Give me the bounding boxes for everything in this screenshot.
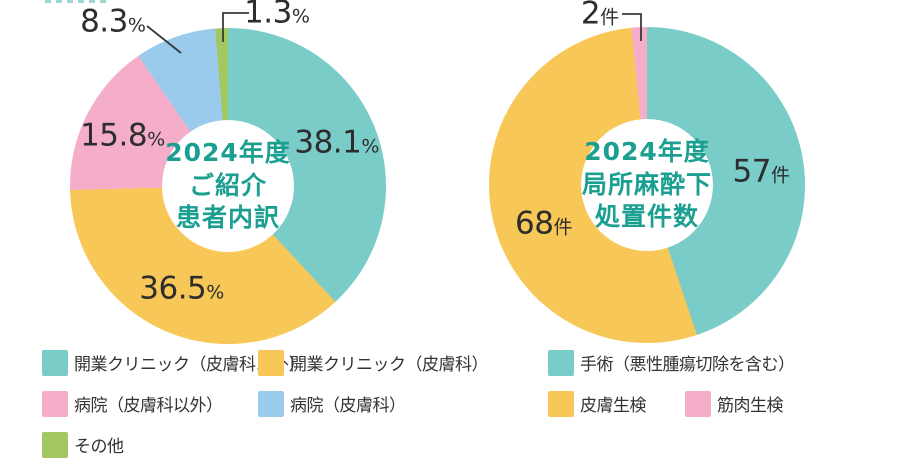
chart-title-line: 処置件数 bbox=[594, 202, 699, 232]
segment-unit: 件 bbox=[553, 216, 573, 239]
segment-value: 68 bbox=[515, 205, 554, 242]
segment-value-label: 36.5% bbox=[139, 273, 224, 304]
segment-value: 36.5 bbox=[139, 270, 207, 307]
legend-swatch bbox=[42, 431, 68, 458]
legend-swatch bbox=[258, 349, 284, 376]
chart-title-procedures: 2024年度 局所麻酔下 処置件数 bbox=[582, 136, 712, 234]
segment-value-label: 57件 bbox=[733, 156, 790, 187]
legend-item: 皮膚生検 bbox=[548, 383, 685, 424]
segment-value-label: 1.3% bbox=[244, 0, 310, 29]
chart-title-line: 局所麻酔下 bbox=[581, 169, 712, 199]
chart-title-line: ご紹介 bbox=[188, 170, 267, 200]
legend-swatch bbox=[548, 349, 574, 376]
legend-swatch bbox=[548, 390, 574, 417]
legend-item: 筋肉生検 bbox=[685, 383, 822, 424]
segment-unit: 件 bbox=[771, 164, 791, 187]
legend-swatch bbox=[42, 390, 68, 417]
segment-unit: % bbox=[206, 281, 225, 304]
segment-value: 2 bbox=[580, 0, 601, 32]
legend-label: 病院（皮膚科以外） bbox=[74, 396, 223, 416]
legend-swatch bbox=[42, 349, 68, 376]
segment-unit: % bbox=[127, 14, 146, 37]
legend-swatch bbox=[258, 390, 284, 417]
legend-item: 開業クリニック（皮膚科） bbox=[258, 342, 489, 383]
segment-unit: % bbox=[291, 5, 310, 28]
donut-center-referral: 2024年度 ご紹介 患者内訳 bbox=[162, 120, 294, 252]
legend-referral: 開業クリニック（皮膚科以外） 開業クリニック（皮膚科） 病院（皮膚科以外） 病院（皮膚… bbox=[42, 342, 489, 462]
legend-label: 開業クリニック（皮膚科以外） bbox=[74, 355, 306, 375]
legend-item: 手術（悪性腫瘍切除を含む） bbox=[548, 342, 795, 383]
legend-item: 病院（皮膚科以外） bbox=[42, 383, 258, 424]
legend-label: 筋肉生検 bbox=[717, 396, 784, 416]
segment-value: 57 bbox=[732, 153, 772, 190]
chart-title-referral: 2024年度 ご紹介 患者内訳 bbox=[165, 137, 291, 235]
segment-value: 15.8 bbox=[80, 117, 148, 154]
chart-title-line: 2024年度 bbox=[165, 138, 291, 168]
legend-label: 病院（皮膚科） bbox=[290, 396, 406, 416]
legend-item: その他 bbox=[42, 424, 258, 462]
donut-center-procedures: 2024年度 局所麻酔下 処置件数 bbox=[581, 119, 713, 251]
segment-value: 38.1 bbox=[294, 124, 362, 161]
segment-value-label: 15.8% bbox=[80, 117, 166, 154]
legend-item: 病院（皮膚科） bbox=[258, 383, 474, 424]
cropped-text-fragment bbox=[45, 0, 111, 3]
legend-swatch bbox=[685, 390, 711, 417]
chart-title-line: 患者内訳 bbox=[175, 203, 280, 233]
segment-value: 1.3 bbox=[244, 0, 292, 31]
legend-label: 皮膚生検 bbox=[580, 396, 647, 416]
legend-procedures: 手術（悪性腫瘍切除を含む） 皮膚生検 筋肉生検 bbox=[548, 342, 822, 424]
legend-label: その他 bbox=[74, 437, 124, 457]
legend-label: 手術（悪性腫瘍切除を含む） bbox=[580, 355, 795, 375]
chart-title-line: 2024年度 bbox=[584, 137, 710, 167]
segment-value: 8.3 bbox=[80, 3, 128, 40]
legend-item: 開業クリニック（皮膚科以外） bbox=[42, 342, 306, 383]
segment-value-label: 38.1% bbox=[294, 124, 380, 161]
legend-label: 開業クリニック（皮膚科） bbox=[290, 355, 489, 375]
segment-value-label: 2件 bbox=[581, 0, 619, 30]
segment-unit: % bbox=[147, 128, 166, 151]
segment-unit: % bbox=[361, 135, 380, 158]
segment-unit: 件 bbox=[600, 6, 620, 29]
segment-value-label: 8.3% bbox=[80, 3, 146, 40]
segment-value-label: 68件 bbox=[515, 208, 572, 239]
